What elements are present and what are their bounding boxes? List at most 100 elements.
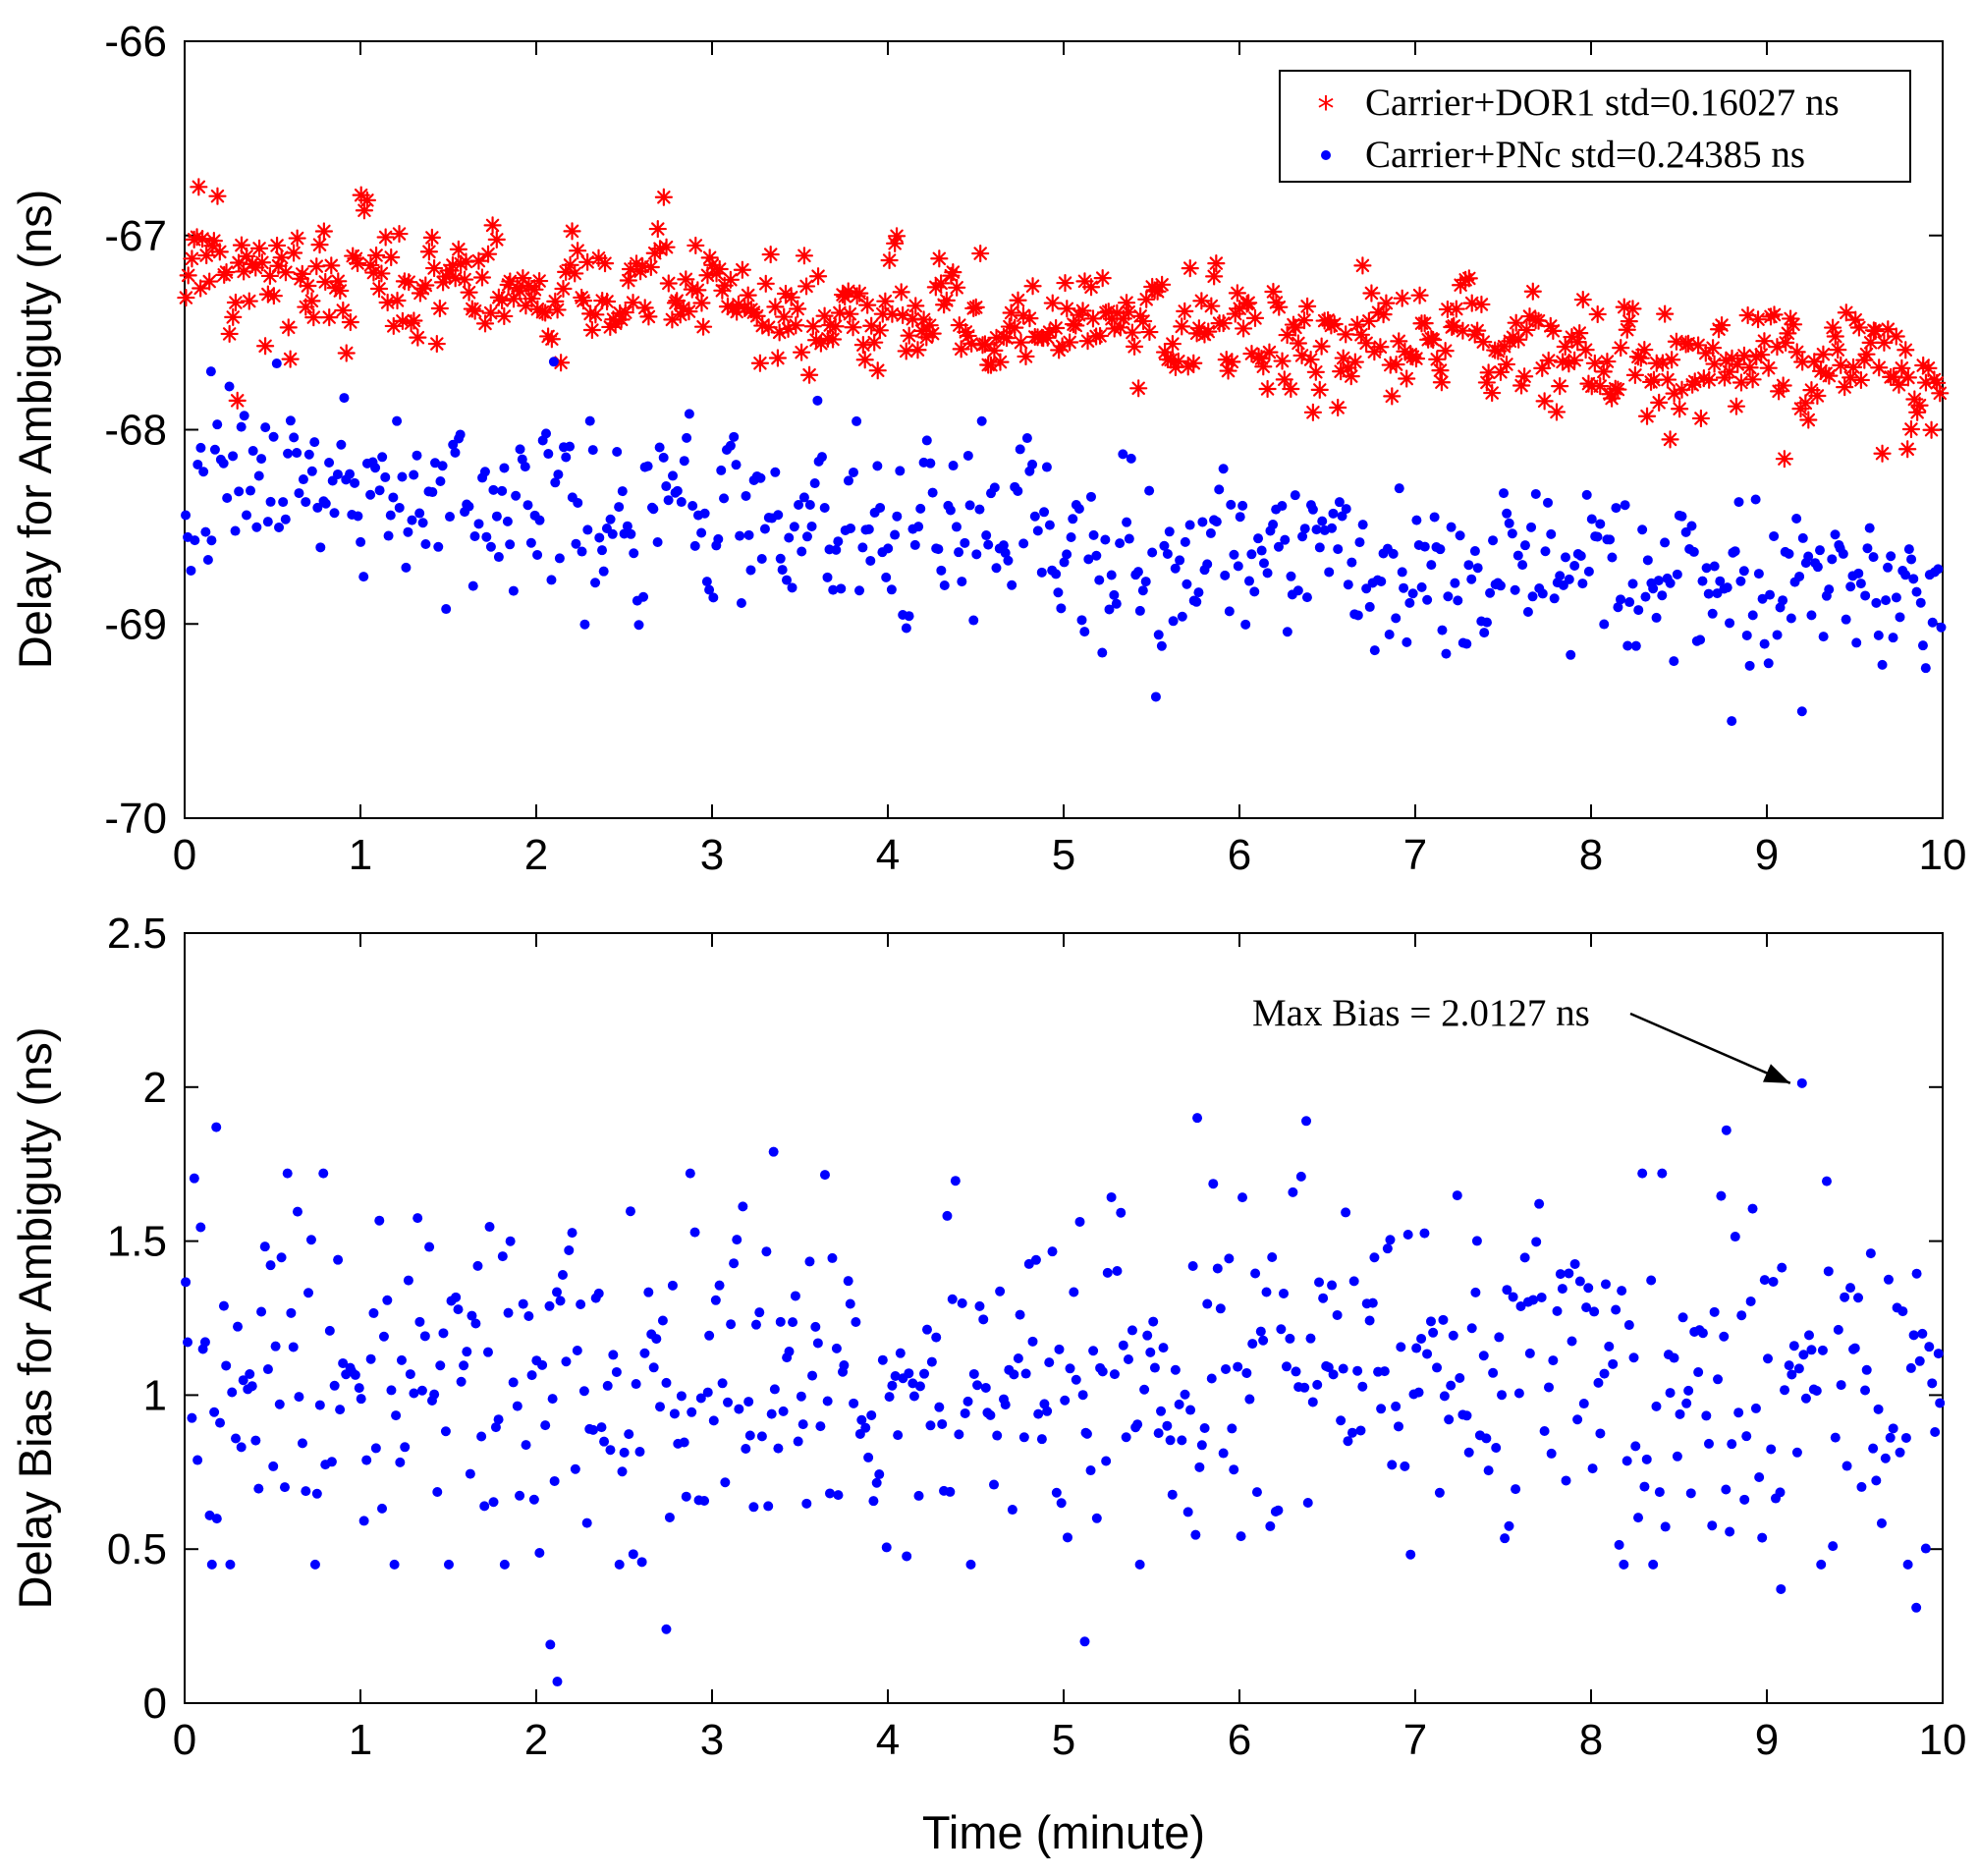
data-point <box>405 1369 415 1380</box>
data-point <box>658 452 669 463</box>
data-point <box>1461 1410 1472 1421</box>
data-point <box>1836 1380 1846 1391</box>
data-point <box>881 572 892 582</box>
data-point <box>1510 584 1520 595</box>
data-point <box>1450 578 1460 588</box>
data-point <box>1472 295 1491 314</box>
data-point <box>1808 386 1827 406</box>
data-point <box>826 317 845 336</box>
data-point <box>1165 1435 1176 1446</box>
data-point <box>1787 343 1806 361</box>
data-point <box>1332 1309 1343 1320</box>
data-point <box>661 1377 672 1388</box>
data-point <box>1253 533 1264 544</box>
data-point <box>870 321 889 340</box>
data-point <box>1192 1113 1203 1124</box>
data-point <box>305 1235 316 1245</box>
data-point <box>1223 353 1241 371</box>
data-point <box>499 463 510 473</box>
data-point <box>1208 1179 1219 1189</box>
data-point <box>1823 318 1842 337</box>
data-point <box>1862 543 1873 554</box>
data-point <box>914 1381 925 1392</box>
data-point <box>1569 560 1580 571</box>
data-point <box>1277 501 1288 512</box>
data-point <box>1376 1404 1387 1414</box>
data-point <box>1182 579 1192 589</box>
data-point <box>1818 632 1829 642</box>
data-point <box>1622 640 1633 651</box>
data-point <box>280 514 291 524</box>
data-point <box>390 224 409 244</box>
data-point <box>537 1359 548 1370</box>
data-point <box>1235 512 1245 523</box>
data-point <box>1040 322 1059 342</box>
x-tick-label: 4 <box>876 831 900 879</box>
data-point <box>1757 593 1768 604</box>
data-point <box>855 351 874 369</box>
data-point <box>1111 598 1122 609</box>
data-point <box>312 502 323 513</box>
data-point <box>1494 1332 1505 1343</box>
data-point <box>1400 1461 1410 1471</box>
data-point <box>429 1389 440 1400</box>
data-point <box>417 518 428 528</box>
data-point <box>217 262 236 282</box>
data-point <box>944 263 962 282</box>
data-point <box>358 572 369 582</box>
data-point <box>1250 1268 1261 1279</box>
data-point <box>1845 1283 1856 1294</box>
data-point <box>1800 1393 1811 1404</box>
data-point <box>459 1360 469 1371</box>
data-point <box>210 243 229 261</box>
data-point <box>957 577 967 587</box>
data-point <box>841 304 859 323</box>
data-point <box>824 1488 835 1499</box>
data-point <box>1539 351 1558 370</box>
data-point <box>1388 548 1399 559</box>
data-point <box>1574 1276 1585 1287</box>
data-point <box>377 1503 388 1514</box>
data-point <box>784 532 795 543</box>
data-point <box>1280 534 1291 545</box>
data-point <box>1429 512 1440 523</box>
data-point <box>189 1173 199 1184</box>
data-point <box>1325 314 1344 334</box>
data-point <box>1881 595 1892 606</box>
data-point <box>554 279 573 299</box>
data-point <box>412 1213 423 1224</box>
data-point <box>1224 1253 1235 1264</box>
legend-label-carrier-dor1: Carrier+DOR1 std=0.16027 ns <box>1365 82 1840 124</box>
data-point <box>729 431 740 442</box>
data-point <box>1853 568 1864 579</box>
data-point <box>1478 1351 1489 1361</box>
data-point <box>1798 1350 1809 1360</box>
data-point <box>667 470 678 481</box>
data-point <box>1833 1324 1843 1335</box>
data-point <box>1624 597 1635 608</box>
data-point <box>1466 1323 1477 1334</box>
data-point <box>631 1379 641 1390</box>
data-point <box>1218 1448 1229 1459</box>
data-point <box>1481 1433 1492 1444</box>
data-point <box>964 500 975 511</box>
data-point <box>547 1394 558 1405</box>
data-point <box>1438 1314 1449 1325</box>
data-point <box>1221 1363 1232 1374</box>
data-point <box>1343 1436 1353 1447</box>
data-point <box>854 585 865 596</box>
data-point <box>975 335 995 354</box>
data-point <box>980 1382 991 1393</box>
data-point <box>794 500 804 511</box>
data-point <box>638 591 649 602</box>
data-point <box>907 1378 918 1389</box>
data-point <box>274 522 285 532</box>
x-tick-label: 10 <box>1919 831 1967 879</box>
data-point <box>329 508 340 519</box>
data-point <box>1437 625 1448 635</box>
data-point <box>310 236 329 254</box>
data-point <box>853 336 872 355</box>
data-point <box>1648 1559 1659 1570</box>
data-point <box>1502 508 1512 519</box>
data-point <box>1539 1425 1550 1436</box>
